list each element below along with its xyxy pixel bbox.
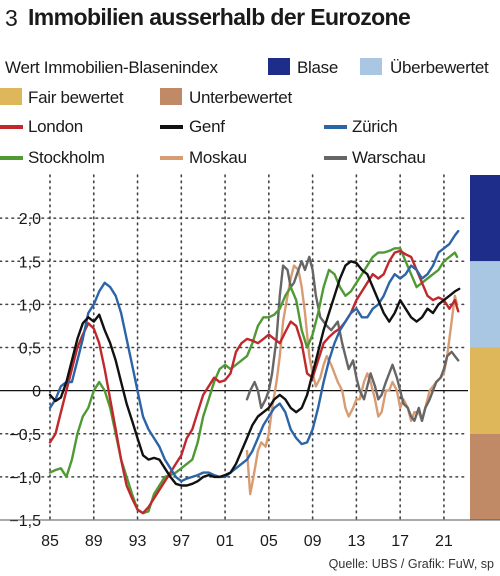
legend-label-zuerich: Zürich (352, 117, 398, 136)
y-tick-label: −1,5 (9, 513, 41, 530)
x-tick-label: 93 (129, 533, 147, 550)
legend-label-ueberbewertet: Überbewertet (390, 58, 489, 77)
legend-line-zuerich (324, 125, 347, 129)
legend-line-stockholm (0, 156, 23, 160)
legend-label-genf: Genf (189, 117, 225, 136)
zone-blase (470, 175, 500, 262)
chart-area: −1,5 −1,0 −0,5 0 0,5 1,0 1,5 2,0 85 89 93 97 01 05 09… (0, 174, 500, 550)
legend-line-warschau (324, 156, 347, 160)
legend-index-label: Wert Immobilien-Blasenindex (5, 58, 218, 77)
legend-label-london: London (28, 117, 83, 136)
legend-line-moskau (160, 156, 183, 160)
series-line-warschau (245, 255, 460, 422)
zone--berbewertet (470, 261, 500, 348)
chart-title: Immobilien ausserhalb der Eurozone (28, 4, 411, 30)
y-tick-label: 2,0 (19, 211, 41, 228)
x-tick-label: 17 (391, 533, 409, 550)
legend-swatch-unterbewertet (160, 88, 182, 105)
legend-label-fair-bewertet: Fair bewertet (28, 88, 124, 107)
zone-fair-bewertet (470, 347, 500, 434)
legend-label-warschau: Warschau (352, 148, 426, 167)
y-tick-label: 0,5 (19, 341, 41, 358)
legend-line-london (0, 125, 23, 129)
x-tick-label: 85 (41, 533, 59, 550)
legend-label-unterbewertet: Unterbewertet (189, 88, 292, 107)
series-line-zuerich (48, 229, 460, 483)
y-tick-label: 0 (32, 384, 41, 401)
chart-number: 3 (5, 5, 18, 31)
x-tick-label: 97 (172, 533, 190, 550)
legend-label-blase: Blase (297, 58, 339, 77)
x-tick-label: 05 (260, 533, 278, 550)
legend-label-moskau: Moskau (189, 148, 247, 167)
legend-swatch-ueberbewertet (360, 58, 382, 75)
legend-swatch-fair-bewertet (0, 88, 22, 105)
series-line-london (48, 249, 460, 515)
source-note: Quelle: UBS / Grafik: FuW, sp (328, 557, 494, 571)
zone-unterbewertet (470, 433, 500, 520)
y-tick-label: 1,5 (19, 254, 41, 271)
y-tick-label: −0,5 (9, 427, 41, 444)
y-tick-label: −1,0 (9, 470, 41, 487)
x-tick-label: 13 (347, 533, 365, 550)
x-tick-label: 01 (216, 533, 234, 550)
x-tick-label: 89 (85, 533, 103, 550)
legend-line-genf (160, 125, 183, 129)
valuation-zone-bar (470, 175, 500, 520)
series-line-genf (48, 260, 461, 487)
y-axis-ticks: −1,5 −1,0 −0,5 0 0,5 1,0 1,5 2,0 (9, 211, 41, 530)
x-tick-label: 09 (304, 533, 322, 550)
legend-label-stockholm: Stockholm (28, 148, 105, 167)
legend-swatch-blase (268, 58, 290, 75)
y-tick-label: 1,0 (19, 297, 41, 314)
series-lines (48, 229, 461, 515)
x-tick-label: 21 (435, 533, 453, 550)
x-axis-ticks: 85 89 93 97 01 05 09 13 17 21 (41, 533, 453, 550)
